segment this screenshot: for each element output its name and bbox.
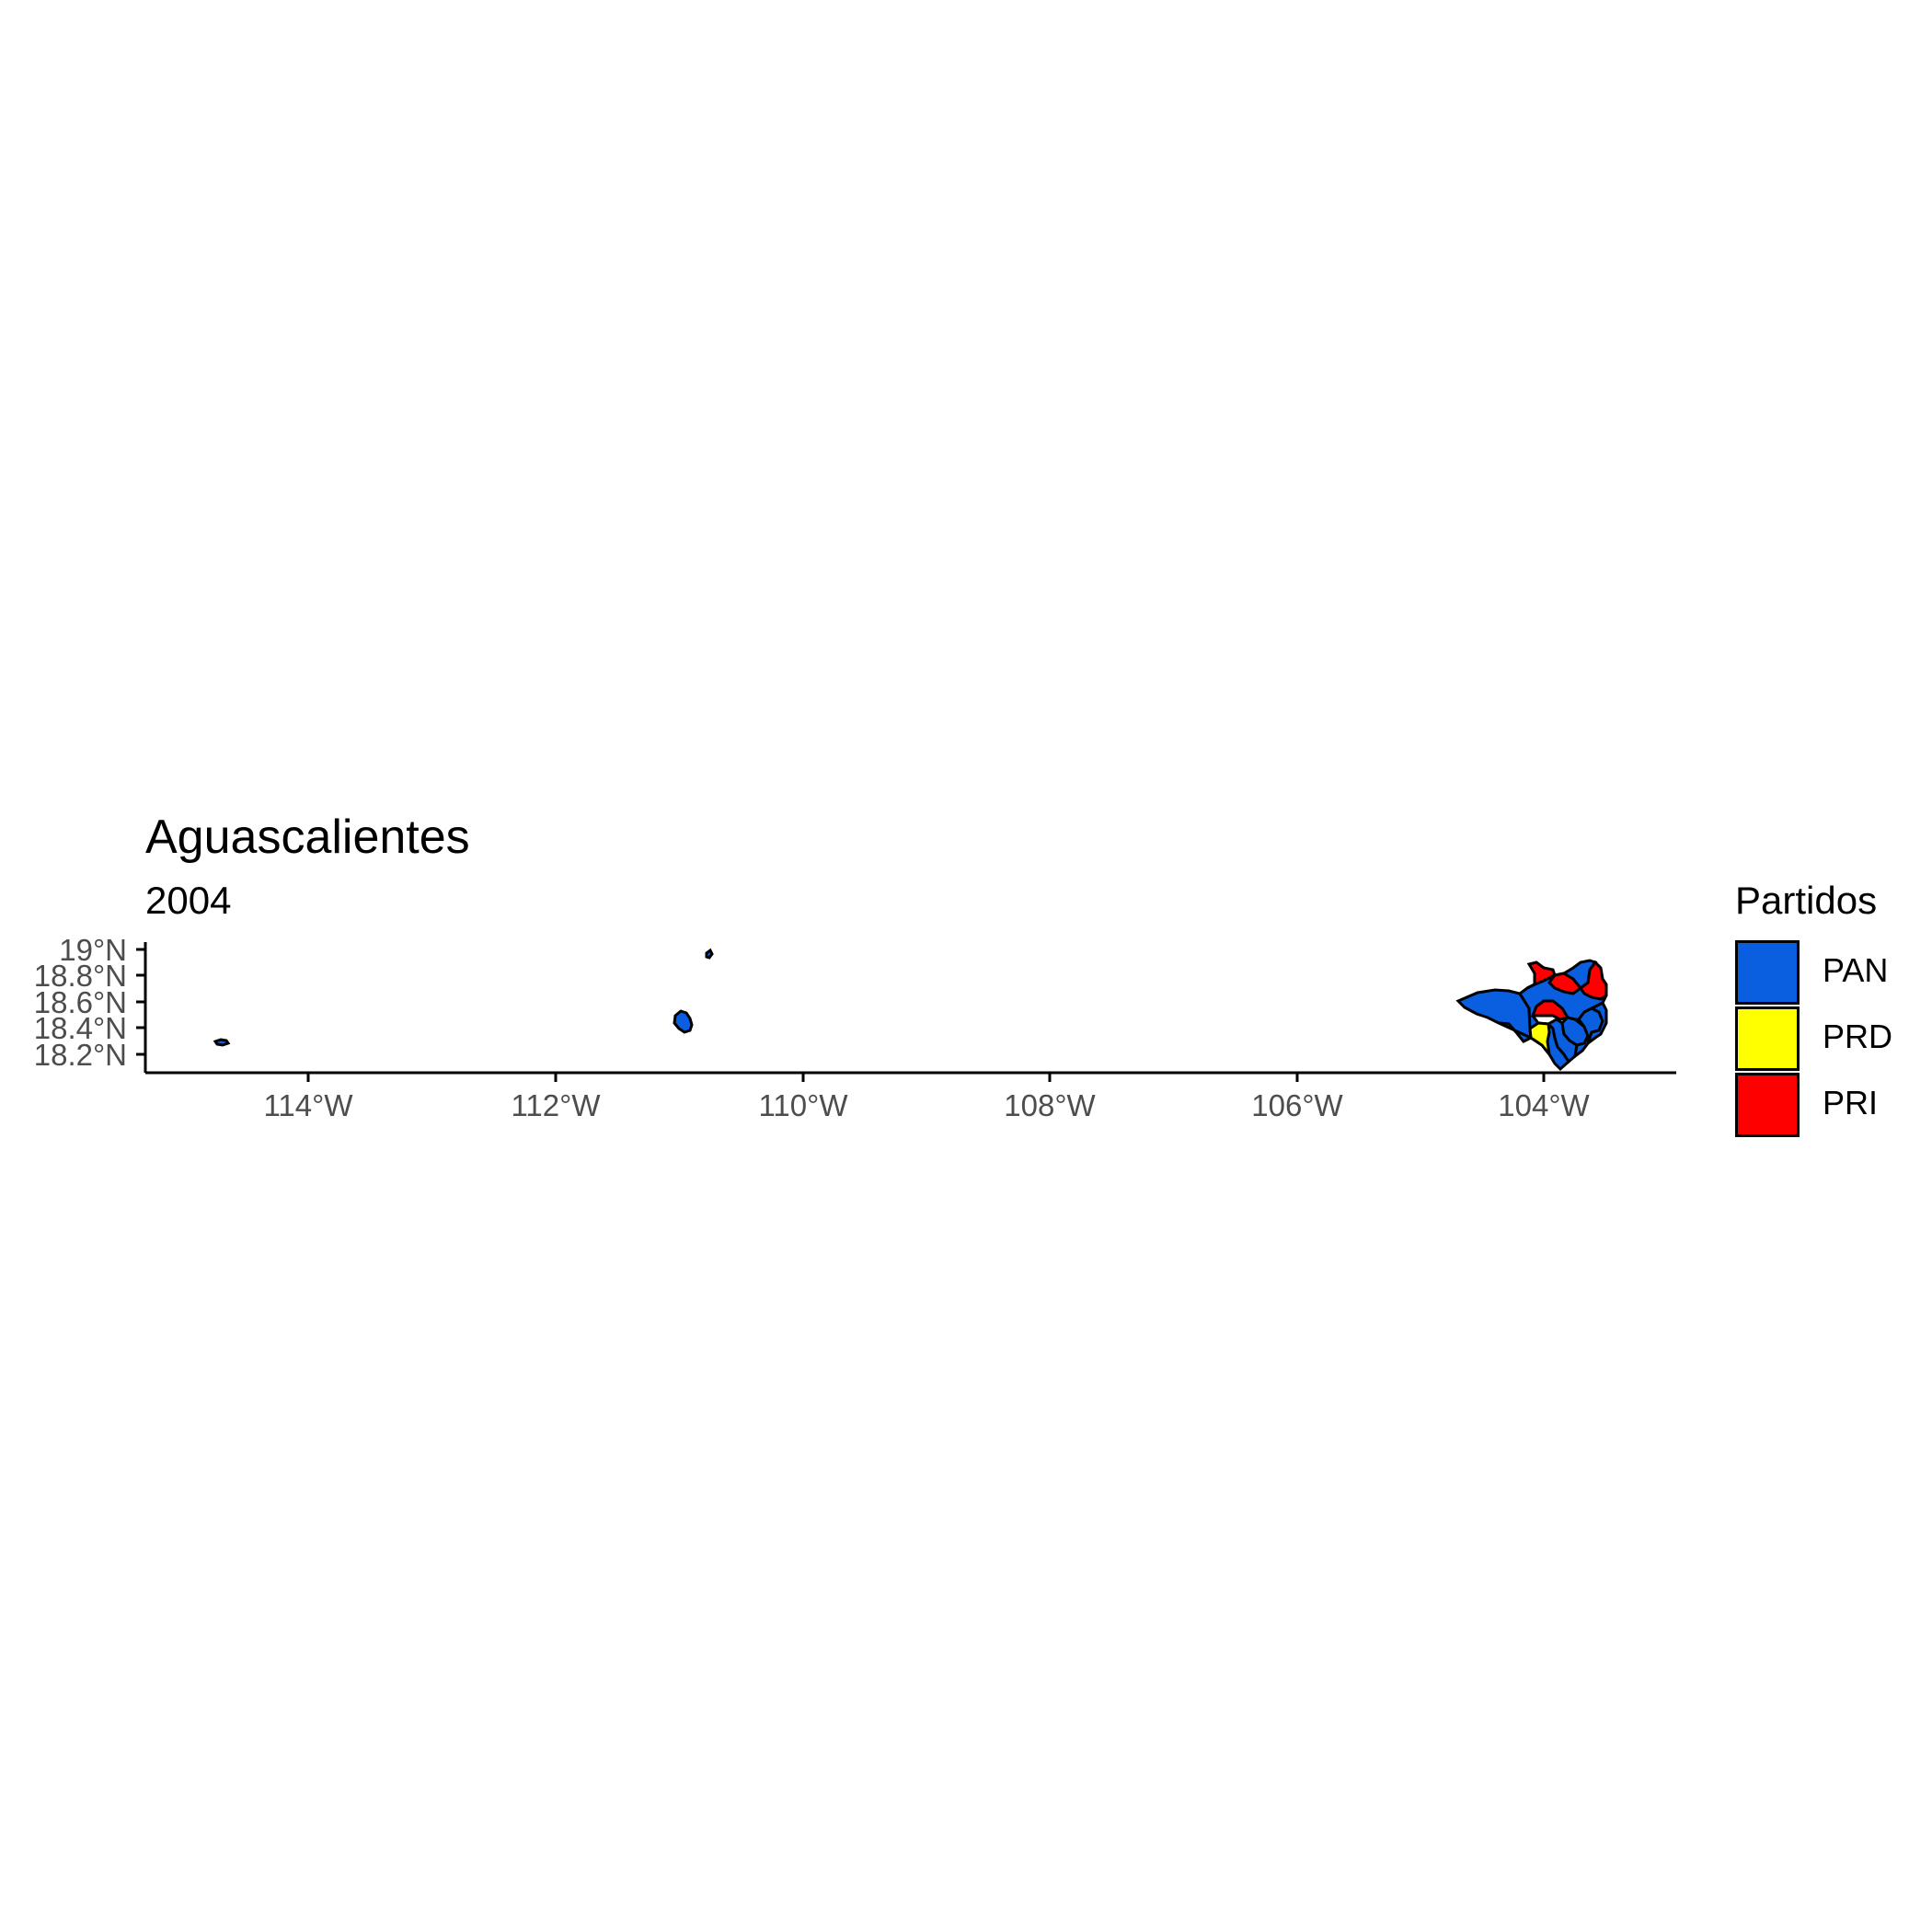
x-tick-label: 104°W — [1498, 1088, 1590, 1122]
chart-subtitle: 2004 — [145, 879, 232, 922]
region-pan — [1585, 1000, 1608, 1048]
region-pri — [1526, 960, 1557, 990]
island-middle — [673, 1009, 694, 1034]
x-tick-label: 106°W — [1251, 1088, 1343, 1122]
chart-title: Aguascalientes — [145, 811, 470, 864]
y-tick-label: 18.6°N — [34, 985, 127, 1019]
legend-item-pri: PRI — [1735, 1073, 1919, 1139]
y-tick-label: 19°N — [59, 933, 127, 967]
legend-label-pan: PAN — [1823, 951, 1889, 989]
x-tick-label: 108°W — [1004, 1088, 1096, 1122]
legend-label-pri: PRI — [1823, 1084, 1879, 1121]
islands — [213, 948, 714, 1047]
region-pan — [1561, 959, 1598, 991]
legend-swatch-pri — [1735, 1073, 1800, 1137]
y-tick-label: 18.4°N — [34, 1011, 127, 1045]
x-axis-ticks: 114°W 112°W 110°W 108°W 106°W 104°W — [264, 1073, 1591, 1122]
y-tick-label: 18.8°N — [34, 959, 127, 993]
y-axis-ticks: 18.2°N 18.4°N 18.6°N 18.8°N 19°N — [34, 933, 145, 1072]
x-tick-label: 114°W — [264, 1088, 354, 1122]
legend-item-pan: PAN — [1735, 940, 1919, 1006]
x-tick-label: 112°W — [512, 1088, 602, 1122]
island-west — [213, 1038, 231, 1047]
x-tick-label: 110°W — [759, 1088, 849, 1122]
region-pri — [1530, 999, 1570, 1021]
legend-swatch-pan — [1735, 940, 1800, 1005]
y-tick-label: 18.2°N — [34, 1038, 127, 1072]
municipalities — [1455, 959, 1608, 1072]
island-north — [705, 948, 714, 960]
legend-title: Partidos — [1735, 879, 1878, 922]
legend-item-prd: PRD — [1735, 1006, 1919, 1073]
legend-label-prd: PRD — [1823, 1018, 1893, 1055]
legend-swatch-prd — [1735, 1006, 1800, 1071]
